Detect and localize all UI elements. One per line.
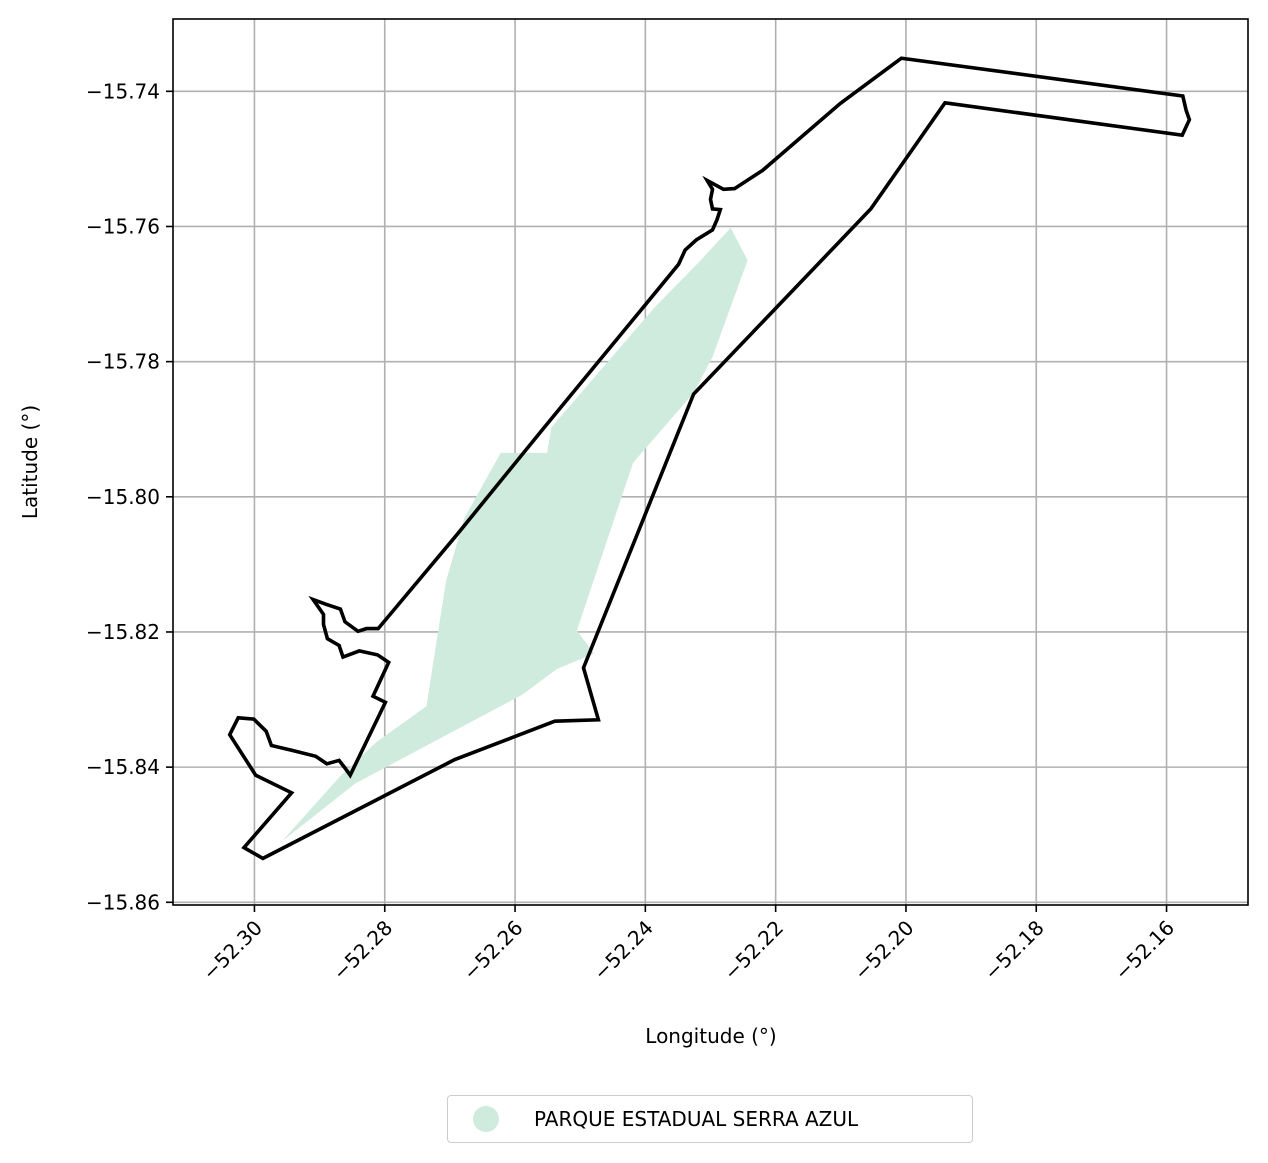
grid — [173, 19, 1248, 905]
y-tick-label: −15.78 — [86, 350, 160, 374]
y-tick-label: −15.76 — [86, 214, 160, 238]
y-tick-label: −15.80 — [86, 485, 160, 509]
x-tick-label: −52.28 — [328, 916, 397, 985]
y-axis: −15.74 −15.76 −15.78 −15.80 −15.82 −15.84 −15.… — [86, 79, 173, 914]
boundary-outline — [227, 56, 1192, 861]
park-area-polygon — [281, 227, 748, 842]
y-axis-title: Latitude (°) — [18, 405, 42, 519]
x-tick-label: −52.30 — [198, 916, 267, 985]
x-tick-label: −52.24 — [589, 916, 658, 985]
axes-frame — [172, 18, 1249, 906]
x-axis: −52.30 −52.28 −52.26 −52.24 −52.22 −52.20 −52.… — [198, 905, 1179, 985]
x-tick-label: −52.16 — [1110, 916, 1179, 985]
y-tick-label: −15.86 — [86, 890, 160, 914]
x-tick-label: −52.26 — [458, 916, 527, 985]
legend: PARQUE ESTADUAL SERRA AZUL — [447, 1095, 973, 1143]
y-tick-label: −15.82 — [86, 620, 160, 644]
legend-marker-icon — [473, 1106, 499, 1132]
y-tick-label: −15.84 — [86, 755, 160, 779]
x-axis-title: Longitude (°) — [645, 1024, 776, 1048]
x-tick-label: −52.18 — [979, 916, 1048, 985]
y-tick-label: −15.74 — [86, 79, 160, 103]
x-tick-label: −52.20 — [849, 916, 918, 985]
plot-area — [227, 56, 1192, 861]
x-tick-label: −52.22 — [719, 916, 788, 985]
legend-label: PARQUE ESTADUAL SERRA AZUL — [534, 1107, 859, 1131]
